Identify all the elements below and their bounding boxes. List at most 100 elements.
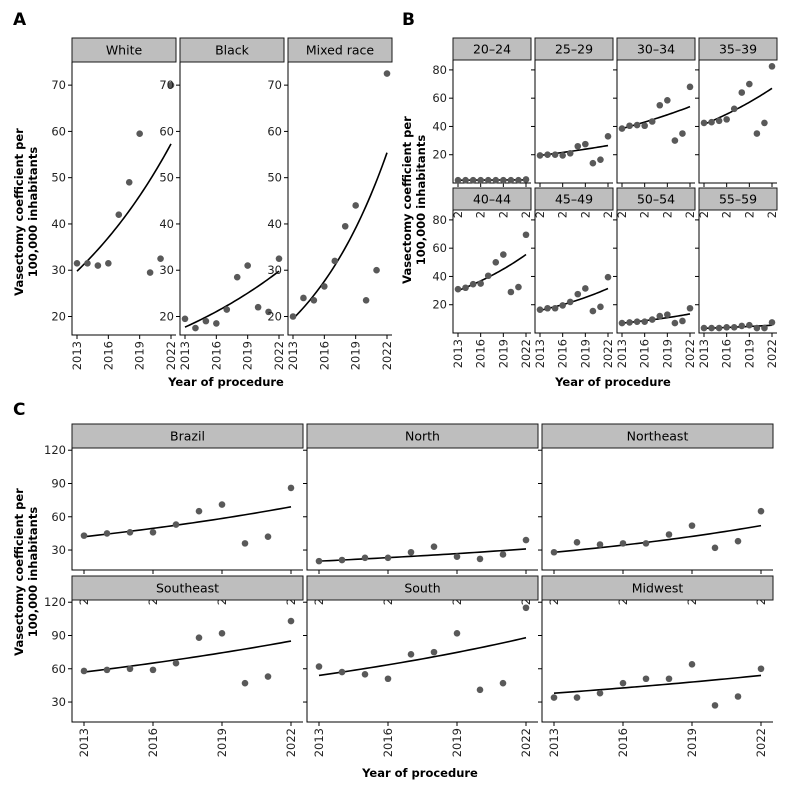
panel-b-45-49-point-2021 <box>597 303 604 311</box>
panel-c-midwest-point-2021 <box>734 693 742 700</box>
panel-a-mixed-race-y-tick-label: 20 <box>267 309 282 323</box>
panel-b-30-34-trend-line <box>621 105 691 130</box>
panel-b-55-59: 55–59 2013 2016 2019 2022 <box>695 187 779 368</box>
panel-c-brazil-trend-line <box>83 505 292 538</box>
panel-a-black-trend-line <box>184 270 280 328</box>
panel-label-a: A <box>13 10 27 30</box>
panel-b-25-29-point-2013 <box>536 152 544 159</box>
panel-b-50-54: 50–54 2013 2016 2019 2022 <box>613 187 697 368</box>
panel-a-black-y-tick-label: 30 <box>159 263 174 277</box>
panel-c-midwest-trend-line <box>553 674 762 694</box>
panel-b-25-29-point-2018 <box>574 142 582 150</box>
panel-a-black-x-tick-label: 2019 <box>241 341 255 370</box>
panel-b-50-54-point-2017 <box>648 316 656 323</box>
panel-b-45-49-point-2015 <box>551 304 559 312</box>
panel-a-mixed-race-point-2016 <box>321 283 328 290</box>
panel-c-midwest-point-2018 <box>665 675 673 683</box>
panel-b-40-44-y-tick-label: 40 <box>432 269 447 283</box>
panel-a-white: White 20 30 40 50 60 70 2013 2016 2019 2022 <box>51 37 178 370</box>
panel-a-white-point-2021 <box>157 255 164 262</box>
panel-b-45-49-point-2019 <box>582 285 589 292</box>
panel-a-white-y-tick-label: 70 <box>51 78 66 92</box>
panel-a-black-point-2020 <box>254 303 262 311</box>
panel-b-25-29-point-2016 <box>559 152 566 159</box>
panel-b-25-29-point-2020 <box>589 159 597 167</box>
panel-c-north-point-2019 <box>453 553 461 560</box>
y-axis-title-c-line1: Vasectomy coefficient per <box>12 488 26 656</box>
panel-b-20-24-point-2016 <box>477 176 484 184</box>
panel-c-south-point-2013 <box>315 663 323 670</box>
panel-b-35-39-point-2022 <box>768 63 776 70</box>
panel-c-south-x-tick-label: 2016 <box>381 728 395 757</box>
panel-b-45-49-trend-line <box>539 287 609 312</box>
panel-b-40-44-point-2013 <box>454 285 462 293</box>
panel-c-southeast-strip-label: Southeast <box>156 581 219 596</box>
panel-b-40-44: 40–44 20 40 60 80 2013 2016 2019 2022 <box>432 187 533 368</box>
panel-a-white-x-tick-label: 2013 <box>70 341 84 370</box>
panel-b-50-54-point-2014 <box>626 319 633 326</box>
panel-c-southeast-y-tick-label: 30 <box>51 695 66 709</box>
panel-b-30-34-point-2015 <box>633 121 641 129</box>
panel-c-midwest-x-tick-label: 2013 <box>547 728 561 757</box>
panel-b-45-49-point-2017 <box>566 298 574 306</box>
panel-c-south-point-2020 <box>476 686 484 694</box>
panel-a-black-point-2015 <box>202 317 210 325</box>
panel-b-45-49-point-2014 <box>544 304 551 312</box>
panel-b-55-59-point-2021 <box>761 324 768 332</box>
panel-c-south-trend-line <box>318 636 527 677</box>
panel-a-mixed-race-y-tick-label: 30 <box>267 263 282 277</box>
panel-b-45-49-x-tick-label: 2016 <box>556 339 570 368</box>
panel-b-55-59-x-tick-label: 2022 <box>765 339 779 368</box>
panel-c-northeast-point-2017 <box>642 540 650 547</box>
panel-c-brazil-point-2020 <box>241 540 249 547</box>
panel-b-40-44-point-2021 <box>515 283 522 291</box>
panel-c-northeast-strip <box>541 423 774 449</box>
panel-c-south: South 2013 2016 2019 2022 <box>303 575 539 757</box>
panel-a-mixed-race-strip-label: Mixed race <box>306 43 375 58</box>
panel-b-50-54-x-tick-label: 2016 <box>638 339 652 368</box>
panel-a-mixed-race-point-2015 <box>310 296 318 304</box>
panel-b-45-49-point-2016 <box>559 302 566 309</box>
panel-b-30-34-point-2022 <box>686 83 694 91</box>
panel-a-black-point-2017 <box>223 306 231 313</box>
panel-c-brazil-strip <box>71 423 304 449</box>
panel-c-brazil-point-2022 <box>287 484 295 492</box>
panel-b-50-54-point-2016 <box>641 318 648 325</box>
panel-b-55-59-x-tick-label: 2016 <box>720 339 734 368</box>
panel-c-northeast-point-2014 <box>573 538 581 546</box>
panel-a-mixed-race-point-2017 <box>331 257 339 265</box>
panel-a-mixed-race-point-2021 <box>373 266 380 274</box>
panel-b-40-44-point-2019 <box>500 251 507 258</box>
panel-b-25-29-strip-label: 25–29 <box>555 42 593 57</box>
panel-c-southeast-strip <box>71 575 304 601</box>
panel-c-southeast-point-2013 <box>80 667 88 675</box>
panel-c-southeast-x-tick-label: 2019 <box>215 728 229 757</box>
panel-a-mixed-race-trend-line <box>292 152 388 320</box>
panel-b-40-44-x-tick-label: 2022 <box>519 339 533 368</box>
panel-b-20-24-y-tick-label: 60 <box>432 91 447 105</box>
panel-c-southeast-point-2015 <box>126 665 134 673</box>
panel-b-30-34-point-2019 <box>664 96 671 104</box>
panel-c-south-point-2019 <box>453 629 461 637</box>
panel-a-mixed-race-point-2014 <box>300 294 307 302</box>
panel-b-55-59-point-2022 <box>768 319 776 326</box>
panel-c-north-point-2014 <box>338 556 346 564</box>
panel-a-mixed-race-point-2022 <box>383 70 391 77</box>
panel-b-40-44-x-tick-label: 2019 <box>496 339 510 368</box>
panel-b-45-49-x-tick-label: 2022 <box>601 339 615 368</box>
panel-b-30-34-strip <box>616 37 696 61</box>
panel-c-brazil-y-tick-label: 90 <box>51 476 66 490</box>
panel-c-midwest: Midwest 2013 2016 2019 2022 <box>538 575 774 757</box>
panel-c-brazil-y-tick-label: 60 <box>51 510 66 524</box>
panel-c-south-point-2014 <box>338 668 346 676</box>
x-axis-title-a: Year of procedure <box>167 375 284 389</box>
panel-b-45-49-point-2022 <box>604 273 612 281</box>
panel-b-25-29-point-2021 <box>597 156 604 163</box>
panel-b-50-54-x-tick-label: 2019 <box>660 339 674 368</box>
panel-b-50-54-point-2020 <box>671 319 679 327</box>
panel-a-mixed-race-y-tick-label: 60 <box>267 124 282 138</box>
panel-c-brazil-point-2017 <box>172 521 180 528</box>
panel-c-south-point-2022 <box>522 604 530 612</box>
panel-label-c: C <box>13 400 25 420</box>
panel-a-black-point-2016 <box>213 320 220 327</box>
